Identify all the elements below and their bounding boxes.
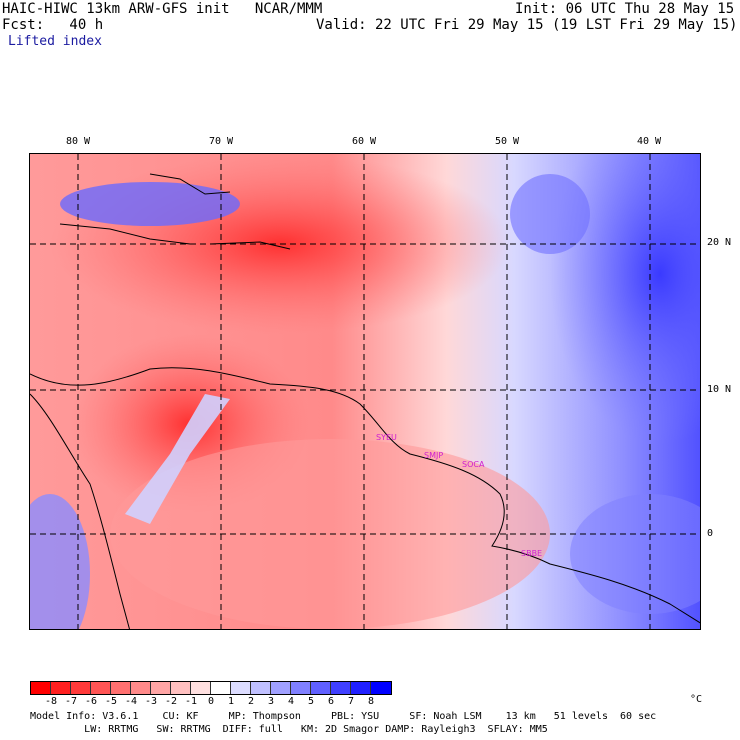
coastlines bbox=[30, 173, 700, 629]
colorbar-segment bbox=[351, 682, 371, 694]
colorbar-segment bbox=[311, 682, 331, 694]
colorbar-segment bbox=[251, 682, 271, 694]
model-info-line1: Model Info: V3.6.1 CU: KF MP: Thompson P… bbox=[30, 711, 657, 722]
colorbar-tick-label: -4 bbox=[124, 696, 138, 707]
lon-label: 80 W bbox=[66, 136, 91, 147]
colorbar-segment bbox=[151, 682, 171, 694]
model-info-line2: LW: RRTMG SW: RRTMG DIFF: full KM: 2D Sm… bbox=[30, 724, 548, 735]
station-label: SYEU bbox=[376, 433, 397, 442]
colorbar-segment bbox=[131, 682, 151, 694]
colorbar-segment bbox=[51, 682, 71, 694]
lat-label: 10 N bbox=[707, 384, 732, 395]
graticule bbox=[30, 154, 700, 629]
lon-label: 60 W bbox=[352, 136, 377, 147]
colorbar-segment bbox=[291, 682, 311, 694]
colorbar-segment bbox=[171, 682, 191, 694]
colorbar-segment bbox=[31, 682, 51, 694]
colorbar-tick-label: 0 bbox=[207, 696, 215, 707]
colorbar-tick-label: -7 bbox=[64, 696, 78, 707]
colorbar-segment bbox=[331, 682, 351, 694]
colorbar-segment bbox=[191, 682, 211, 694]
colorbar-tick-label: 8 bbox=[367, 696, 375, 707]
colorbar-segment bbox=[371, 682, 391, 694]
colorbar-tick-label: 3 bbox=[267, 696, 275, 707]
colorbar-segment bbox=[91, 682, 111, 694]
colorbar-tick-label: -2 bbox=[164, 696, 178, 707]
lifted-index-map: SYEU SMJP SOCA SBBE bbox=[29, 153, 701, 630]
lon-label: 70 W bbox=[209, 136, 234, 147]
init-time: Init: 06 UTC Thu 28 May 15 bbox=[515, 1, 735, 17]
colorbar-tick-label: -8 bbox=[44, 696, 58, 707]
stable-region bbox=[30, 494, 90, 629]
station-label: SMJP bbox=[424, 451, 444, 460]
forecast-hour: Fcst: 40 h bbox=[2, 17, 104, 33]
colorbar-tick-label: -3 bbox=[144, 696, 158, 707]
colorbar-tick-label: 2 bbox=[247, 696, 255, 707]
colorbar-tick-label: -1 bbox=[184, 696, 198, 707]
colorbar bbox=[30, 681, 392, 695]
map-canvas bbox=[30, 154, 700, 629]
stable-valley bbox=[125, 394, 230, 524]
colorbar-tick-label: -5 bbox=[104, 696, 118, 707]
station-label: SOCA bbox=[462, 460, 485, 469]
lat-label: 20 N bbox=[707, 237, 732, 248]
stable-region bbox=[510, 174, 590, 254]
colorbar-tick-label: 4 bbox=[287, 696, 295, 707]
stable-region bbox=[570, 494, 700, 614]
colorbar-segment bbox=[111, 682, 131, 694]
model-title: HAIC-HIWC 13km ARW-GFS init NCAR/MMM bbox=[2, 1, 323, 17]
valid-time: Valid: 22 UTC Fri 29 May 15 (19 LST Fri … bbox=[316, 17, 738, 33]
lon-label: 50 W bbox=[495, 136, 520, 147]
lon-label: 40 W bbox=[637, 136, 662, 147]
lat-label: 0 bbox=[707, 528, 714, 539]
colorbar-segment bbox=[271, 682, 291, 694]
colorbar-segment bbox=[71, 682, 91, 694]
colorbar-tick-label: 7 bbox=[347, 696, 355, 707]
colorbar-tick-label: 5 bbox=[307, 696, 315, 707]
colorbar-tick-label: 1 bbox=[227, 696, 235, 707]
colorbar-unit: °C bbox=[690, 694, 703, 705]
colorbar-tick-label: -6 bbox=[84, 696, 98, 707]
colorbar-segment bbox=[211, 682, 231, 694]
colorbar-tick-label: 6 bbox=[327, 696, 335, 707]
station-label: SBBE bbox=[521, 549, 543, 558]
colorbar-segment bbox=[231, 682, 251, 694]
field-name: Lifted index bbox=[8, 34, 102, 49]
stable-region bbox=[60, 182, 240, 226]
